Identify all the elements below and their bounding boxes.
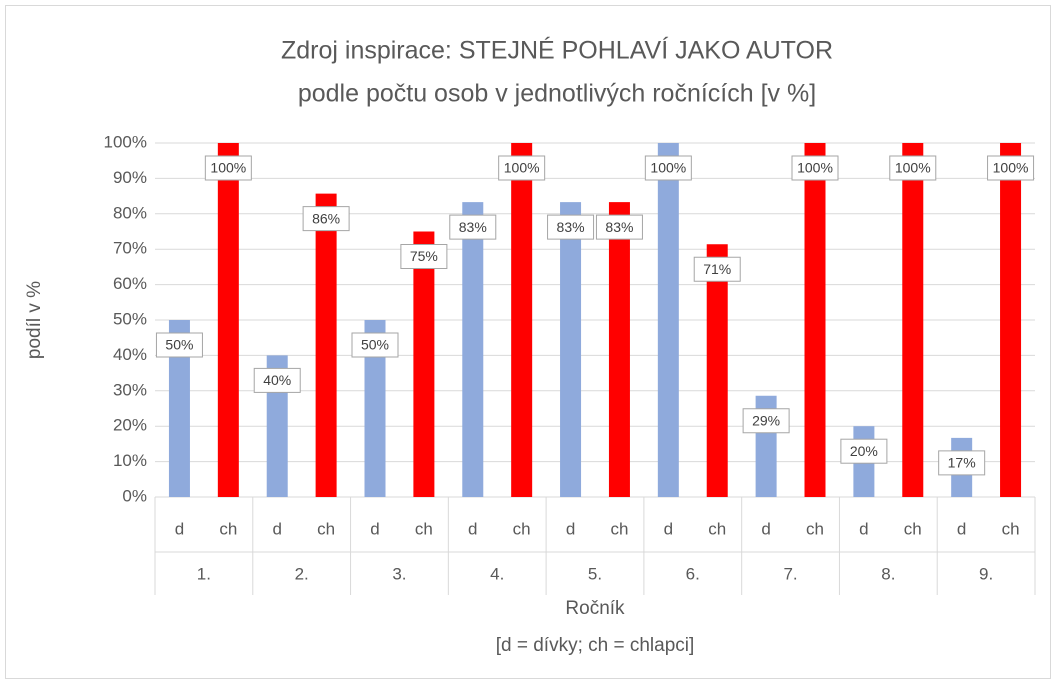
x-tick-label: 7. bbox=[783, 564, 797, 583]
data-label-box bbox=[840, 438, 888, 464]
x-tick-label: 8. bbox=[881, 564, 895, 583]
sub-category-label: ch bbox=[317, 519, 335, 538]
data-label: 83% bbox=[557, 219, 585, 235]
bar bbox=[560, 202, 582, 498]
x-axis-title: Ročník bbox=[565, 598, 625, 619]
x-tick-label: 2. bbox=[295, 564, 309, 583]
data-label: 17% bbox=[948, 455, 976, 471]
sub-category-label: d bbox=[957, 519, 966, 538]
bar bbox=[413, 231, 435, 497]
data-label-box bbox=[742, 408, 790, 434]
data-label: 86% bbox=[312, 210, 340, 226]
bar bbox=[608, 202, 630, 498]
y-tick-label: 50% bbox=[113, 309, 147, 328]
data-label-box bbox=[644, 155, 692, 181]
bar bbox=[804, 143, 826, 497]
data-label: 100% bbox=[504, 160, 540, 176]
bar bbox=[706, 244, 728, 497]
sub-category-label: ch bbox=[610, 519, 628, 538]
data-label-box bbox=[595, 214, 643, 240]
data-label: 83% bbox=[459, 219, 487, 235]
data-label: 100% bbox=[650, 160, 686, 176]
x-tick-label: 5. bbox=[588, 564, 602, 583]
data-label: 100% bbox=[797, 160, 833, 176]
data-label: 83% bbox=[605, 219, 633, 235]
data-label-box bbox=[693, 256, 741, 282]
x-tick-label: 1. bbox=[197, 564, 211, 583]
data-label: 20% bbox=[850, 443, 878, 459]
x-tick-label: 6. bbox=[686, 564, 700, 583]
bar bbox=[657, 143, 679, 497]
data-label-box bbox=[498, 155, 546, 181]
y-axis-title: podíl v % bbox=[24, 281, 45, 359]
chart-subtitle: podle počtu osob v jednotlivých ročnícíc… bbox=[298, 80, 816, 108]
data-label-box bbox=[400, 244, 448, 269]
data-label: 100% bbox=[210, 160, 246, 176]
data-label-box bbox=[351, 332, 399, 358]
bar bbox=[364, 320, 386, 497]
sub-category-label: d bbox=[566, 519, 575, 538]
data-label-box bbox=[302, 206, 350, 232]
sub-category-label: d bbox=[859, 519, 868, 538]
sub-category-label: ch bbox=[806, 519, 824, 538]
data-label-box bbox=[938, 450, 986, 476]
x-axis-note: [d = dívky; ch = chlapci] bbox=[496, 635, 695, 656]
data-label-box bbox=[889, 155, 937, 181]
y-tick-label: 90% bbox=[113, 168, 147, 187]
data-label-box bbox=[449, 214, 497, 240]
data-label: 71% bbox=[703, 261, 731, 277]
data-label: 50% bbox=[165, 337, 193, 353]
sub-category-label: ch bbox=[708, 519, 726, 538]
sub-category-label: d bbox=[761, 519, 770, 538]
y-tick-label: 70% bbox=[113, 239, 147, 258]
y-tick-label: 100% bbox=[104, 132, 147, 151]
x-tick-label: 4. bbox=[490, 564, 504, 583]
y-tick-label: 30% bbox=[113, 380, 147, 399]
data-label: 75% bbox=[410, 248, 438, 264]
y-tick-label: 10% bbox=[113, 451, 147, 470]
bar bbox=[902, 143, 924, 497]
data-label-box bbox=[155, 332, 203, 358]
bar bbox=[168, 320, 190, 497]
y-tick-label: 0% bbox=[122, 486, 147, 505]
sub-category-label: ch bbox=[513, 519, 531, 538]
data-label: 100% bbox=[993, 160, 1029, 176]
sub-category-label: d bbox=[664, 519, 673, 538]
y-tick-label: 80% bbox=[113, 203, 147, 222]
data-label: 29% bbox=[752, 412, 780, 428]
sub-category-label: ch bbox=[904, 519, 922, 538]
sub-category-label: ch bbox=[1002, 519, 1020, 538]
x-tick-label: 9. bbox=[979, 564, 993, 583]
data-label: 40% bbox=[263, 372, 291, 388]
sub-category-label: d bbox=[468, 519, 477, 538]
x-tick-label: 3. bbox=[392, 564, 406, 583]
data-label: 100% bbox=[895, 160, 931, 176]
bar bbox=[217, 143, 239, 497]
data-label-box bbox=[791, 155, 839, 181]
data-label-box bbox=[204, 155, 252, 181]
sub-category-label: ch bbox=[219, 519, 237, 538]
chart-title: Zdroj inspirace: STEJNÉ POHLAVÍ JAKO AUT… bbox=[281, 36, 833, 65]
bar bbox=[511, 143, 533, 497]
y-tick-label: 40% bbox=[113, 345, 147, 364]
data-label-box bbox=[253, 367, 301, 393]
sub-category-label: d bbox=[272, 519, 281, 538]
sub-category-label: d bbox=[175, 519, 184, 538]
bar bbox=[1000, 143, 1022, 497]
y-tick-label: 60% bbox=[113, 274, 147, 293]
data-label: 50% bbox=[361, 337, 389, 353]
bar bbox=[462, 202, 484, 498]
sub-category-label: d bbox=[370, 519, 379, 538]
sub-category-label: ch bbox=[415, 519, 433, 538]
bar bbox=[315, 193, 337, 497]
y-tick-label: 20% bbox=[113, 416, 147, 435]
data-label-box bbox=[987, 155, 1035, 181]
data-label-box bbox=[547, 214, 595, 240]
